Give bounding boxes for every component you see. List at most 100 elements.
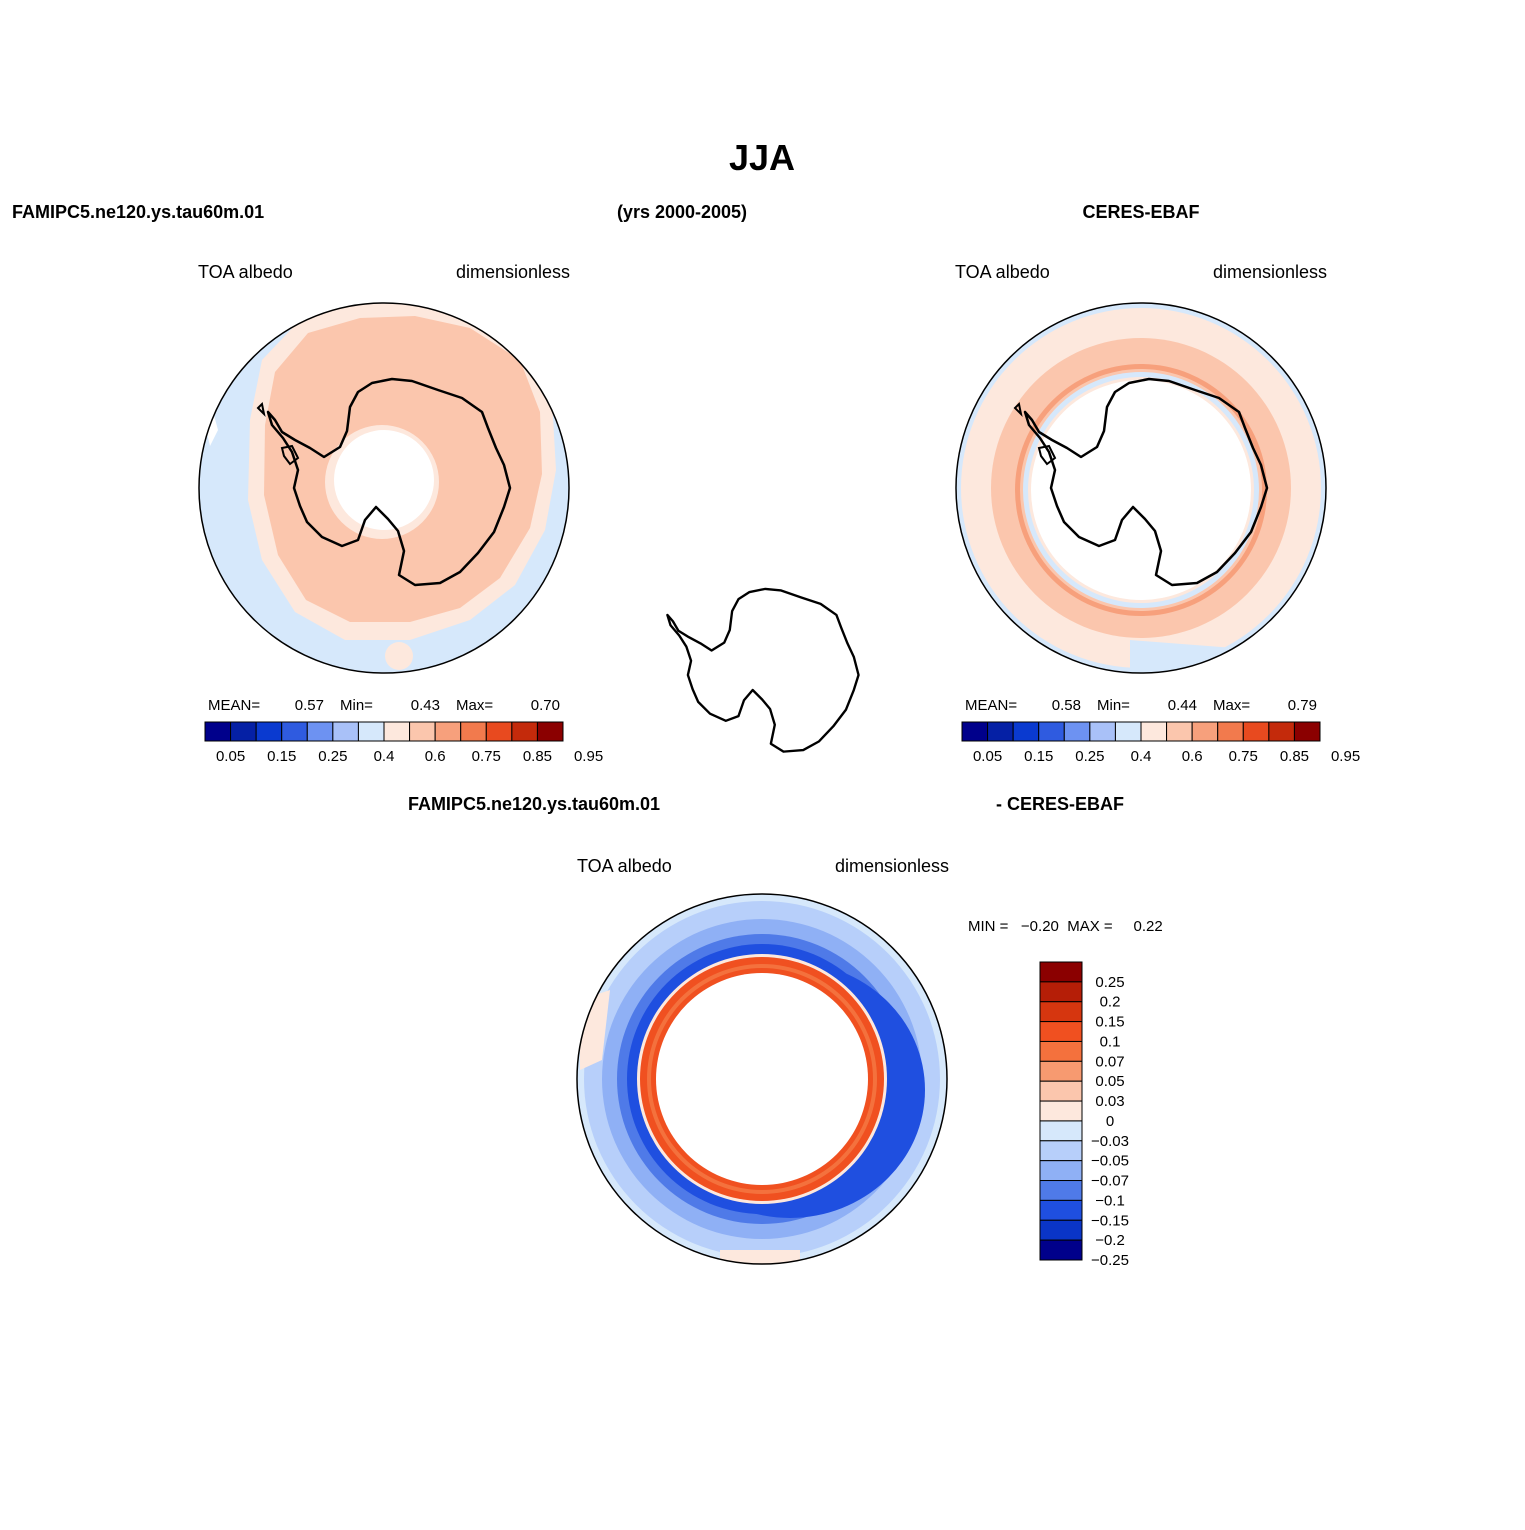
colorbar-swatch xyxy=(1114,721,1142,742)
units-label: dimensionless xyxy=(835,856,949,876)
colorbar-swatch xyxy=(409,721,436,742)
colorbar-obs: 0.05 0.15 0.25 0.4 0.6 0.75 0.85 0.95 xyxy=(961,721,1360,765)
colorbar-swatch xyxy=(961,721,989,742)
colorbar-label: 0.05 xyxy=(1095,1073,1124,1090)
colorbar-swatch xyxy=(1039,1160,1083,1182)
colorbar-swatch xyxy=(1039,1140,1083,1162)
units-label: dimensionless xyxy=(1213,262,1327,282)
colorbar-swatch xyxy=(1039,1060,1083,1082)
colorbar-swatch xyxy=(434,721,462,742)
colorbar-label: −0.15 xyxy=(1091,1212,1129,1229)
colorbar-swatch xyxy=(1039,1001,1083,1023)
stat-max-value: 0.79 xyxy=(1288,697,1317,714)
colorbar-label: −0.1 xyxy=(1095,1192,1125,1209)
colorbar-swatch xyxy=(1012,721,1040,742)
colorbar-swatch xyxy=(485,721,513,742)
stat-mean-value: 0.58 xyxy=(1052,697,1081,714)
map-field-diff xyxy=(577,894,947,1264)
colorbar-swatch xyxy=(1039,1199,1083,1221)
colorbar-swatch xyxy=(230,721,257,742)
colorbar-label: 0.2 xyxy=(1100,994,1121,1011)
map-field-obs xyxy=(956,303,1326,673)
stat-min-label: Min= xyxy=(340,697,373,714)
colorbar-label: 0.75 xyxy=(1229,748,1258,765)
colorbar-swatch xyxy=(1039,1239,1083,1261)
colorbar-label: 0.75 xyxy=(472,748,501,765)
colorbar-swatch xyxy=(281,721,308,742)
colorbar-label: 0.6 xyxy=(1182,748,1203,765)
colorbar-label: 0.1 xyxy=(1100,1033,1121,1050)
colorbar-label: 0.05 xyxy=(973,748,1002,765)
colorbar-swatch xyxy=(1166,721,1193,742)
header-model-name: FAMIPC5.ne120.ys.tau60m.01 xyxy=(12,202,264,222)
colorbar-swatch xyxy=(204,721,232,742)
main-title: JJA xyxy=(729,137,795,178)
colorbar-swatch xyxy=(536,721,564,742)
diff-minmax: MIN = −0.20 MAX = 0.22 xyxy=(968,918,1163,935)
colorbar-label: 0.25 xyxy=(1095,974,1124,991)
stat-mean-label: MEAN= xyxy=(965,697,1017,714)
colorbar-label: 0.03 xyxy=(1095,1093,1124,1110)
colorbar-label: 0.15 xyxy=(1095,1014,1124,1031)
colorbar-label: 0.85 xyxy=(1280,748,1309,765)
map-field-model xyxy=(199,303,569,673)
colorbar-swatch xyxy=(1039,1040,1083,1062)
map-panel-model: TOA albedo dimensionless MEAN= 0.57 Min=… xyxy=(198,262,603,765)
colorbar-swatch xyxy=(1039,1219,1083,1241)
colorbar-swatch xyxy=(1191,721,1219,742)
variable-label: TOA albedo xyxy=(198,262,293,282)
colorbar-swatch xyxy=(1039,1080,1083,1102)
stat-max-value: 0.70 xyxy=(531,697,560,714)
header-years: (yrs 2000-2005) xyxy=(617,202,747,222)
variable-label: TOA albedo xyxy=(955,262,1050,282)
colorbar-swatch xyxy=(1039,1180,1083,1201)
colorbar-label: 0 xyxy=(1106,1113,1114,1130)
colorbar-swatch xyxy=(1089,721,1116,742)
colorbar-label: 0.95 xyxy=(574,748,603,765)
colorbar-swatch xyxy=(306,721,334,742)
diff-title-obs: - CERES-EBAF xyxy=(996,794,1124,814)
colorbar-swatch xyxy=(1038,721,1065,742)
colorbar-swatch xyxy=(1039,1120,1083,1142)
colorbar-swatch xyxy=(1039,961,1083,983)
colorbar-label: −0.07 xyxy=(1091,1173,1129,1190)
colorbar-swatch xyxy=(460,721,487,742)
colorbar-label: 0.6 xyxy=(425,748,446,765)
colorbar-label: 0.95 xyxy=(1331,748,1360,765)
colorbar-swatch xyxy=(1242,721,1270,742)
colorbar-label: 0.85 xyxy=(523,748,552,765)
colorbar-swatch xyxy=(511,721,538,742)
stat-min-label: Min= xyxy=(1097,697,1130,714)
diff-title-model: FAMIPC5.ne120.ys.tau60m.01 xyxy=(408,794,660,814)
colorbar-label: 0.4 xyxy=(1131,748,1152,765)
map-panel-obs: TOA albedo dimensionless MEAN= 0.58 Min=… xyxy=(955,262,1360,765)
colorbar-swatch xyxy=(987,721,1014,742)
header-obs-name: CERES-EBAF xyxy=(1082,202,1199,222)
stat-min-value: 0.43 xyxy=(411,697,440,714)
colorbar-label: 0.4 xyxy=(374,748,395,765)
colorbar-label: −0.2 xyxy=(1095,1232,1125,1249)
units-label: dimensionless xyxy=(456,262,570,282)
colorbar-label: 0.07 xyxy=(1095,1053,1124,1070)
colorbar-label: 0.15 xyxy=(267,748,296,765)
colorbar-label: 0.25 xyxy=(318,748,347,765)
colorbar-swatch xyxy=(383,721,411,742)
colorbar-swatch xyxy=(1039,1021,1083,1042)
colorbar-label: 0.15 xyxy=(1024,748,1053,765)
colorbar-label: 0.25 xyxy=(1075,748,1104,765)
colorbar-label: −0.25 xyxy=(1091,1252,1129,1269)
colorbar-label: 0.05 xyxy=(216,748,245,765)
colorbar-model: 0.05 0.15 0.25 0.4 0.6 0.75 0.85 0.95 xyxy=(204,721,603,765)
stat-max-label: Max= xyxy=(456,697,493,714)
stat-max-label: Max= xyxy=(1213,697,1250,714)
colorbar-label: −0.05 xyxy=(1091,1153,1129,1170)
colorbar-swatch xyxy=(255,721,283,742)
colorbar-label: −0.03 xyxy=(1091,1133,1129,1150)
stat-mean-label: MEAN= xyxy=(208,697,260,714)
colorbar-swatch xyxy=(357,721,385,742)
variable-label: TOA albedo xyxy=(577,856,672,876)
colorbar-swatch xyxy=(1293,721,1321,742)
stat-min-value: 0.44 xyxy=(1168,697,1197,714)
colorbar-swatch xyxy=(1217,721,1244,742)
